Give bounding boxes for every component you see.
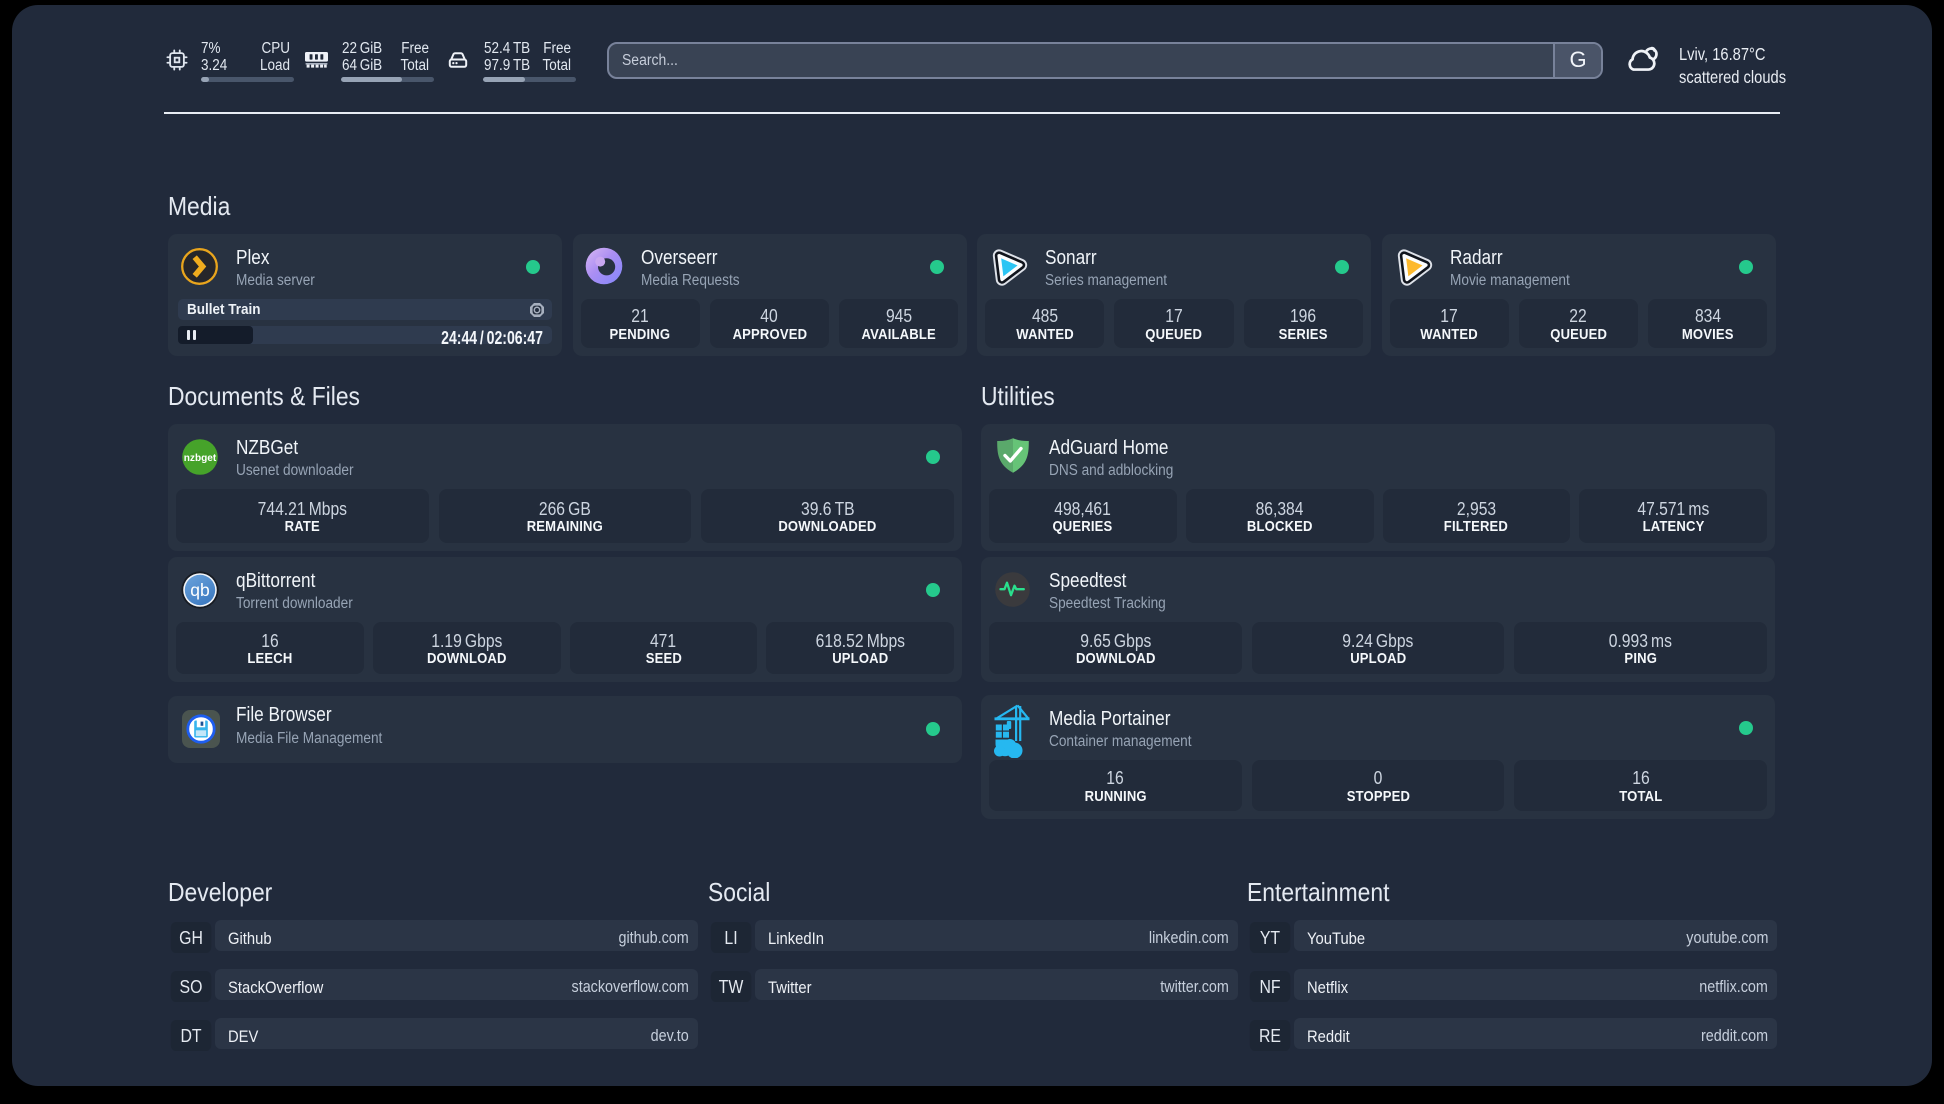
- svg-text:nzbget: nzbget: [184, 453, 217, 464]
- svg-text:qb: qb: [190, 580, 209, 600]
